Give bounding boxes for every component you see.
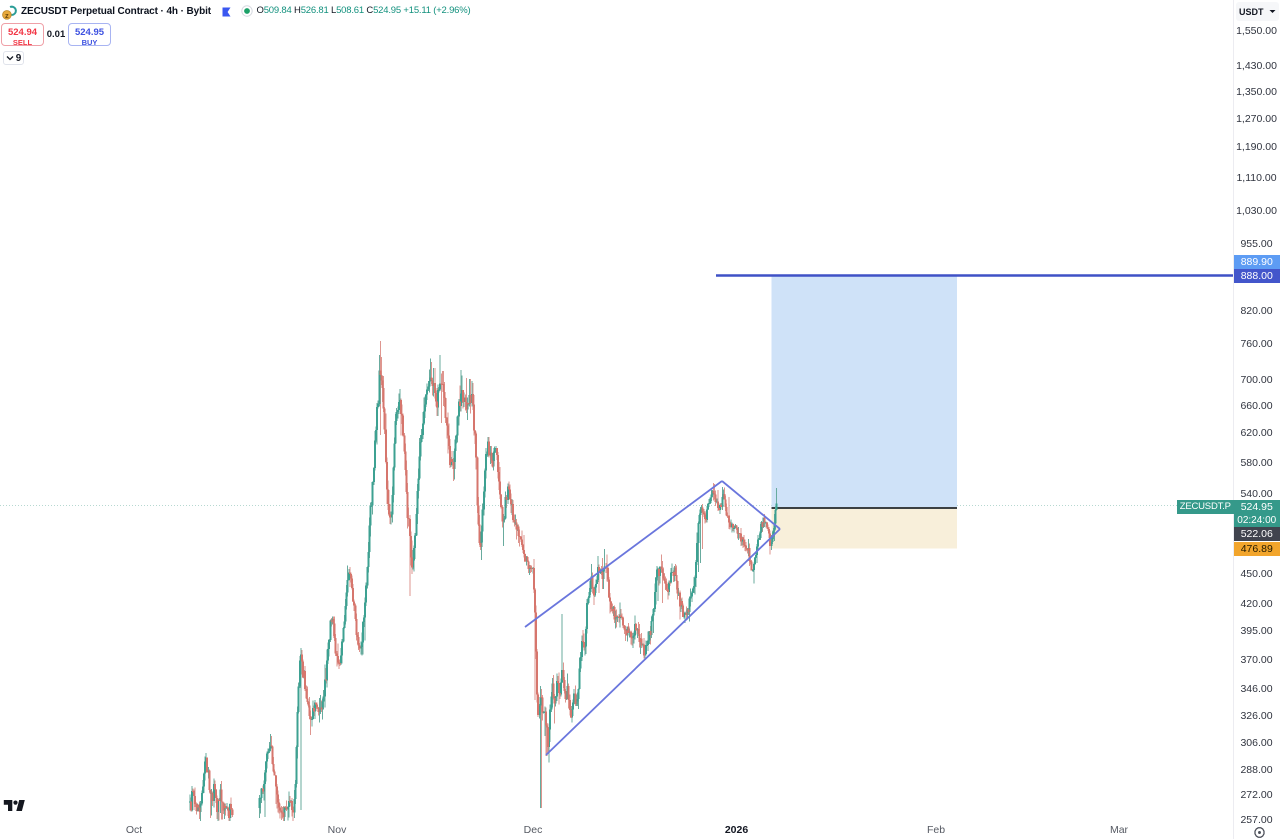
svg-text:z: z: [5, 11, 9, 20]
